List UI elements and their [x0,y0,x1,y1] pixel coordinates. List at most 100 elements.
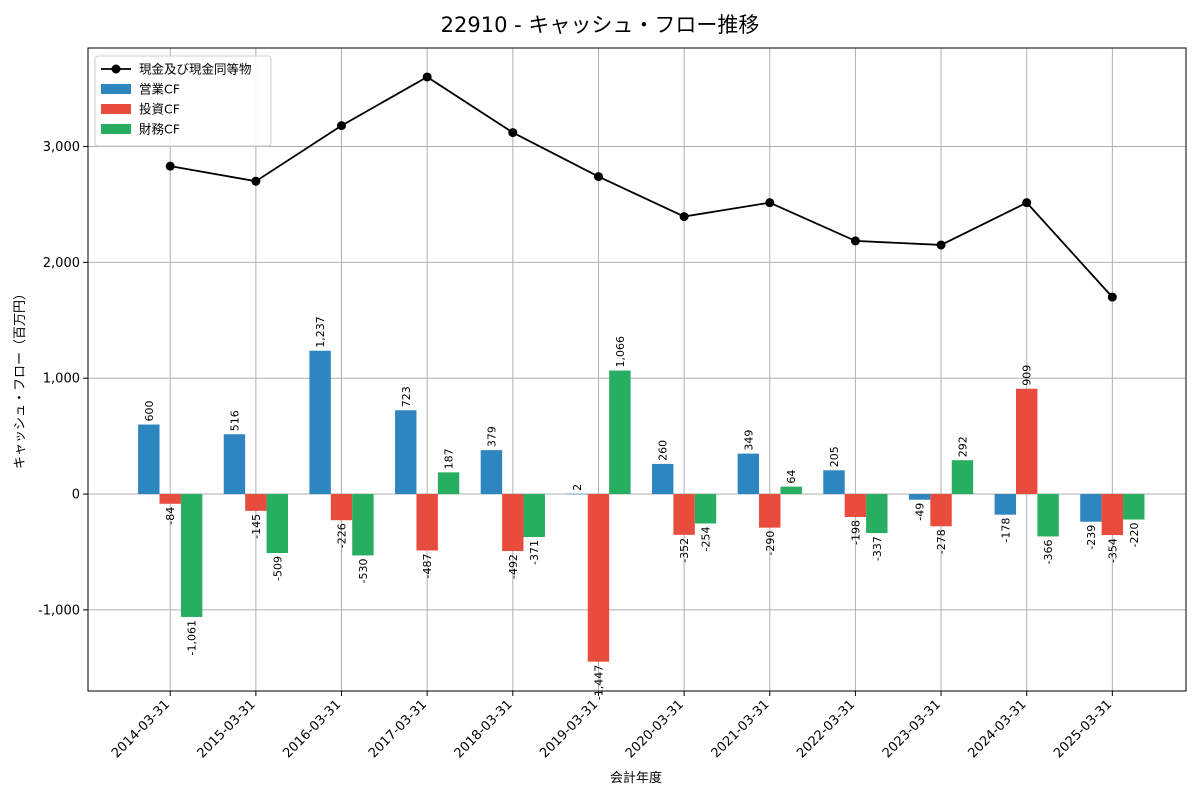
bar [737,453,760,495]
data-label: 909 [1021,365,1034,386]
bar [352,494,374,556]
y-tick-label: 3,000 [43,140,80,155]
x-tick-label: 2020-03-31 [623,697,687,761]
bar [759,494,781,528]
data-label: -220 [1128,523,1141,548]
bar [651,463,674,495]
x-tick-label: 2019-03-31 [537,697,601,761]
bar [502,494,524,552]
y-tick-label: 2,000 [43,256,80,271]
bar [951,460,974,495]
bar [930,494,952,527]
bar [245,494,267,511]
x-tick-label: 2015-03-31 [195,697,259,761]
bar [266,494,288,554]
data-label: -226 [336,523,349,548]
legend-bar-swatch [101,104,131,114]
x-tick-label: 2016-03-31 [280,697,344,761]
bar [309,350,331,495]
data-label: 379 [485,426,498,447]
legend-bar-swatch [101,84,131,94]
x-tick-label: 2018-03-31 [452,697,516,761]
data-label: -278 [935,529,948,554]
data-label: -239 [1085,525,1098,550]
data-label: -254 [700,526,713,551]
chart-title: 22910 - キャッシュ・フロー推移 [441,13,760,37]
bar [587,494,610,662]
data-label: -84 [164,507,177,525]
plot-frame [87,47,1187,692]
cash-point [850,236,860,246]
data-label: 1,237 [314,316,327,348]
data-label: -145 [250,514,263,539]
data-label: 600 [143,401,156,422]
x-axis-label: 会計年度 [610,770,662,786]
data-label: 349 [742,430,755,451]
data-label: -337 [871,536,884,561]
x-tick-label: 2025-03-31 [1051,697,1115,761]
data-label: 292 [956,436,969,457]
bar [566,493,588,495]
bars [138,350,1145,662]
bar [1080,494,1102,522]
y-axis-label: キャッシュ・フロー（百万円） [13,287,28,469]
x-tick-label: 2023-03-31 [880,697,944,761]
data-label: 187 [443,448,456,469]
data-label: -366 [1042,539,1055,564]
bar [437,472,460,495]
bar [330,494,353,521]
data-label: 64 [785,470,798,484]
bar [223,434,246,495]
bar [159,494,181,504]
bar [780,486,802,495]
data-label: -290 [764,531,777,556]
x-tick-label: 2022-03-31 [794,697,858,761]
bar [866,494,888,534]
bar [416,494,438,551]
data-label: 723 [400,386,413,407]
data-label: 205 [828,446,841,467]
cash-point [337,121,347,131]
x-tick-label: 2014-03-31 [109,697,173,761]
cash-line-path [170,75,1114,298]
cash-point [508,128,518,138]
bar [138,424,160,495]
y-tick-label: -1,000 [38,603,80,618]
legend-label: 営業CF [139,82,180,97]
x-tick-label: 2017-03-31 [366,697,430,761]
bar [480,450,503,495]
bar [908,494,931,500]
data-label: -1,061 [186,620,199,655]
bar [395,410,417,495]
data-label: -492 [507,554,520,579]
cash-point [251,176,261,186]
data-label: -354 [1106,538,1119,563]
data-label: -178 [999,518,1012,543]
bar [1015,388,1038,495]
grid [88,48,1186,691]
legend-label: 投資CF [139,102,180,117]
cash-line [165,72,1117,302]
cash-point [765,198,775,208]
bar [1037,494,1059,537]
cash-point [1107,292,1117,302]
bar [523,494,545,538]
legend-label: 財務CF [139,122,180,137]
data-label: -509 [271,556,284,581]
x-tick-label: 2021-03-31 [709,697,773,761]
cash-point [1022,198,1032,208]
bar [994,494,1016,515]
cash-point [679,212,689,222]
bar [1123,494,1145,520]
data-label: 260 [657,440,670,461]
x-tick-label: 2024-03-31 [965,697,1029,761]
bar [673,494,695,535]
legend-marker [111,64,121,74]
legend-bar-swatch [101,124,131,134]
bar [1101,494,1124,536]
data-labels: 600 516 1,237 723 379 2 260 349 205 -49 -178 -239 -8… [143,316,1141,700]
data-label: 516 [228,410,241,431]
cash-point [936,240,946,250]
bar [694,494,717,524]
